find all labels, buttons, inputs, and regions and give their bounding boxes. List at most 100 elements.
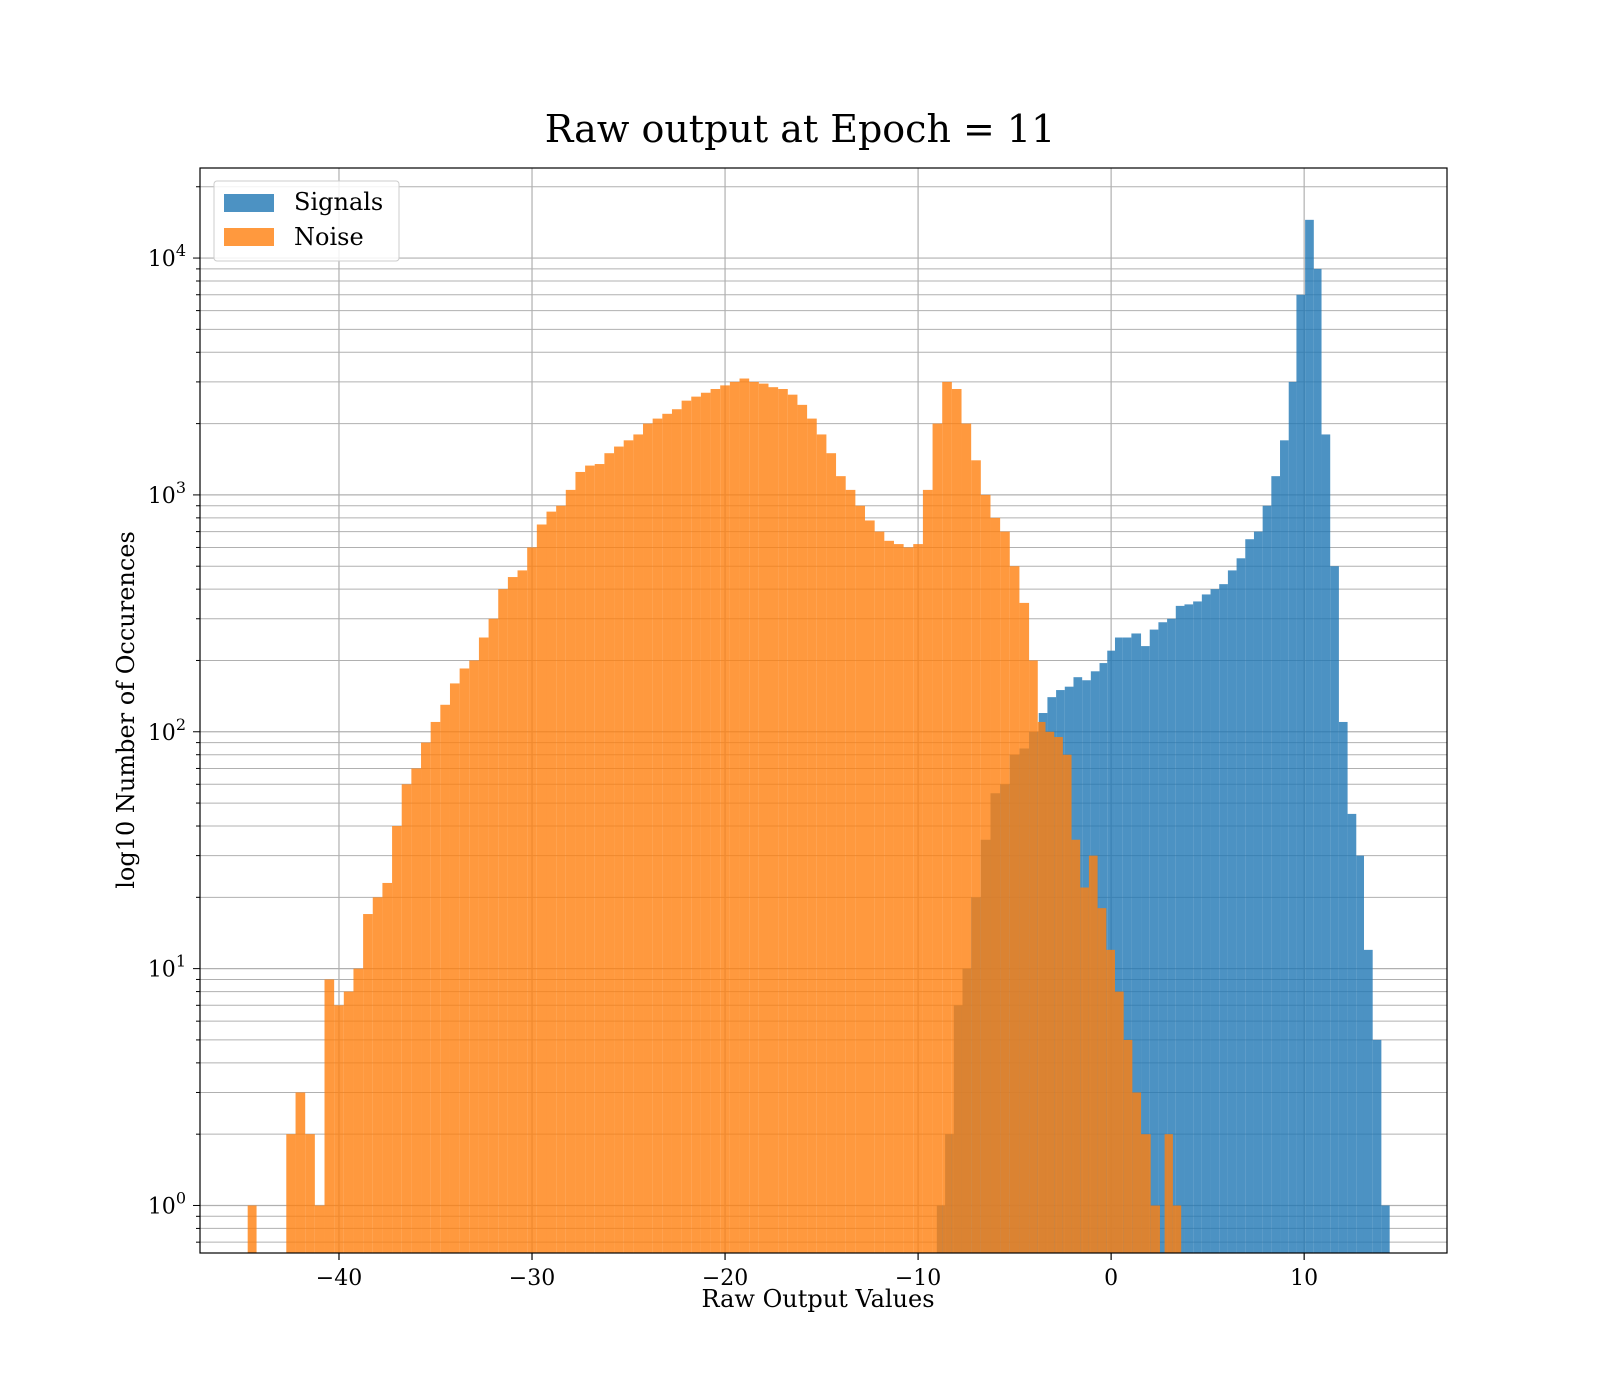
bar-noise [1132,1092,1142,1253]
bar-noise [372,897,383,1253]
bar-noise [614,446,624,1253]
bar-signals [1193,601,1202,1253]
histogram-bars [247,219,1390,1254]
bar-noise [768,387,779,1253]
legend-label-signals: Signals [294,188,383,216]
bar-noise [633,434,644,1253]
bar-noise [903,547,914,1253]
bar-noise [401,784,412,1253]
bar-noise [836,476,846,1253]
bar-signals [1338,721,1348,1253]
bar-signals [1201,594,1211,1253]
bar-noise [247,1205,257,1253]
bar-signals [1175,605,1185,1253]
bar-noise [449,683,460,1253]
bar-noise [469,660,479,1253]
x-tick-label: 0 [1104,1266,1118,1291]
bar-noise [787,394,798,1253]
bar-noise [1172,1205,1182,1253]
bar-noise [324,979,335,1253]
bar-noise [874,531,885,1253]
bar-noise [1164,1134,1173,1253]
bar-noise [826,453,837,1253]
x-tick-label: −30 [509,1266,555,1291]
bar-noise [1123,1039,1133,1253]
plot-frame [199,167,1448,1254]
bar-noise [671,409,682,1253]
bar-signals [1236,558,1246,1253]
bar-signals [1372,1039,1382,1253]
bar-noise [1071,839,1081,1253]
bar-noise [411,768,422,1253]
bar-signals [1158,622,1168,1253]
axis-ticks: −40 −30 −20 −10 0 10 100 101 102 103 104 [148,186,1318,1291]
bar-noise [1029,660,1038,1253]
bar-noise [286,1134,296,1253]
bar-noise [922,489,933,1253]
bar-noise [1062,754,1072,1253]
bar-noise [729,381,740,1253]
bar-signals [1356,855,1364,1253]
y-tick-label: 100 [148,1188,186,1219]
y-axis-label: log10 Number of Occurences [112,531,140,889]
bar-noise [643,423,653,1253]
bar-noise [1150,1205,1160,1253]
bar-noise [942,381,952,1253]
bar-signals [1253,531,1263,1253]
bar-signals [1288,381,1297,1253]
x-tick-label: −10 [895,1266,941,1291]
bar-noise [305,1134,315,1253]
bar-signals [1271,476,1281,1253]
bar-noise [594,464,605,1253]
bar-signals [1141,646,1150,1253]
bar-signals [1305,219,1314,1254]
bar-noise [681,400,692,1253]
bar-noise [932,423,943,1253]
y-tick-label: 104 [148,241,186,272]
bar-noise [797,404,808,1254]
bar-noise [459,668,470,1253]
bar-signals [1122,637,1132,1253]
bar-noise [507,577,518,1253]
bar-noise [700,392,711,1253]
bar-noise [865,520,875,1253]
bar-noise [662,413,672,1253]
bar-signals [1381,1205,1390,1253]
bar-noise [546,511,557,1254]
bar-noise [343,991,354,1253]
bar-noise [1009,566,1020,1253]
bar-noise [314,1205,325,1253]
bar-noise [816,434,827,1253]
bar-noise [604,453,615,1253]
bar-noise [913,544,923,1253]
bar-noise [527,547,537,1253]
bar-noise [855,505,866,1253]
x-tick-label: 10 [1290,1266,1318,1291]
bar-noise [295,1092,306,1253]
x-tick-label: −40 [316,1266,362,1291]
bar-noise [478,637,489,1253]
bar-noise [893,544,904,1253]
series-noise [247,378,1182,1254]
bar-noise [691,396,701,1253]
bar-noise [1141,1134,1151,1253]
bar-noise [1080,887,1089,1253]
bar-signals [1219,584,1228,1253]
bar-noise [1019,602,1030,1253]
bar-noise [778,388,788,1253]
bar-noise [980,494,991,1253]
bar-noise [1045,731,1055,1253]
x-tick-label: −20 [702,1266,748,1291]
bar-noise [749,381,759,1253]
bar-noise [623,440,634,1253]
bar-noise [536,524,547,1253]
bar-noise [1097,908,1107,1253]
bar-signals [1131,633,1142,1253]
bar-noise [652,418,663,1253]
bar-noise [961,423,972,1253]
bar-noise [334,1005,344,1253]
bar-signals [1262,505,1272,1253]
y-tick-label: 102 [148,715,186,746]
bar-signals [1149,629,1159,1253]
